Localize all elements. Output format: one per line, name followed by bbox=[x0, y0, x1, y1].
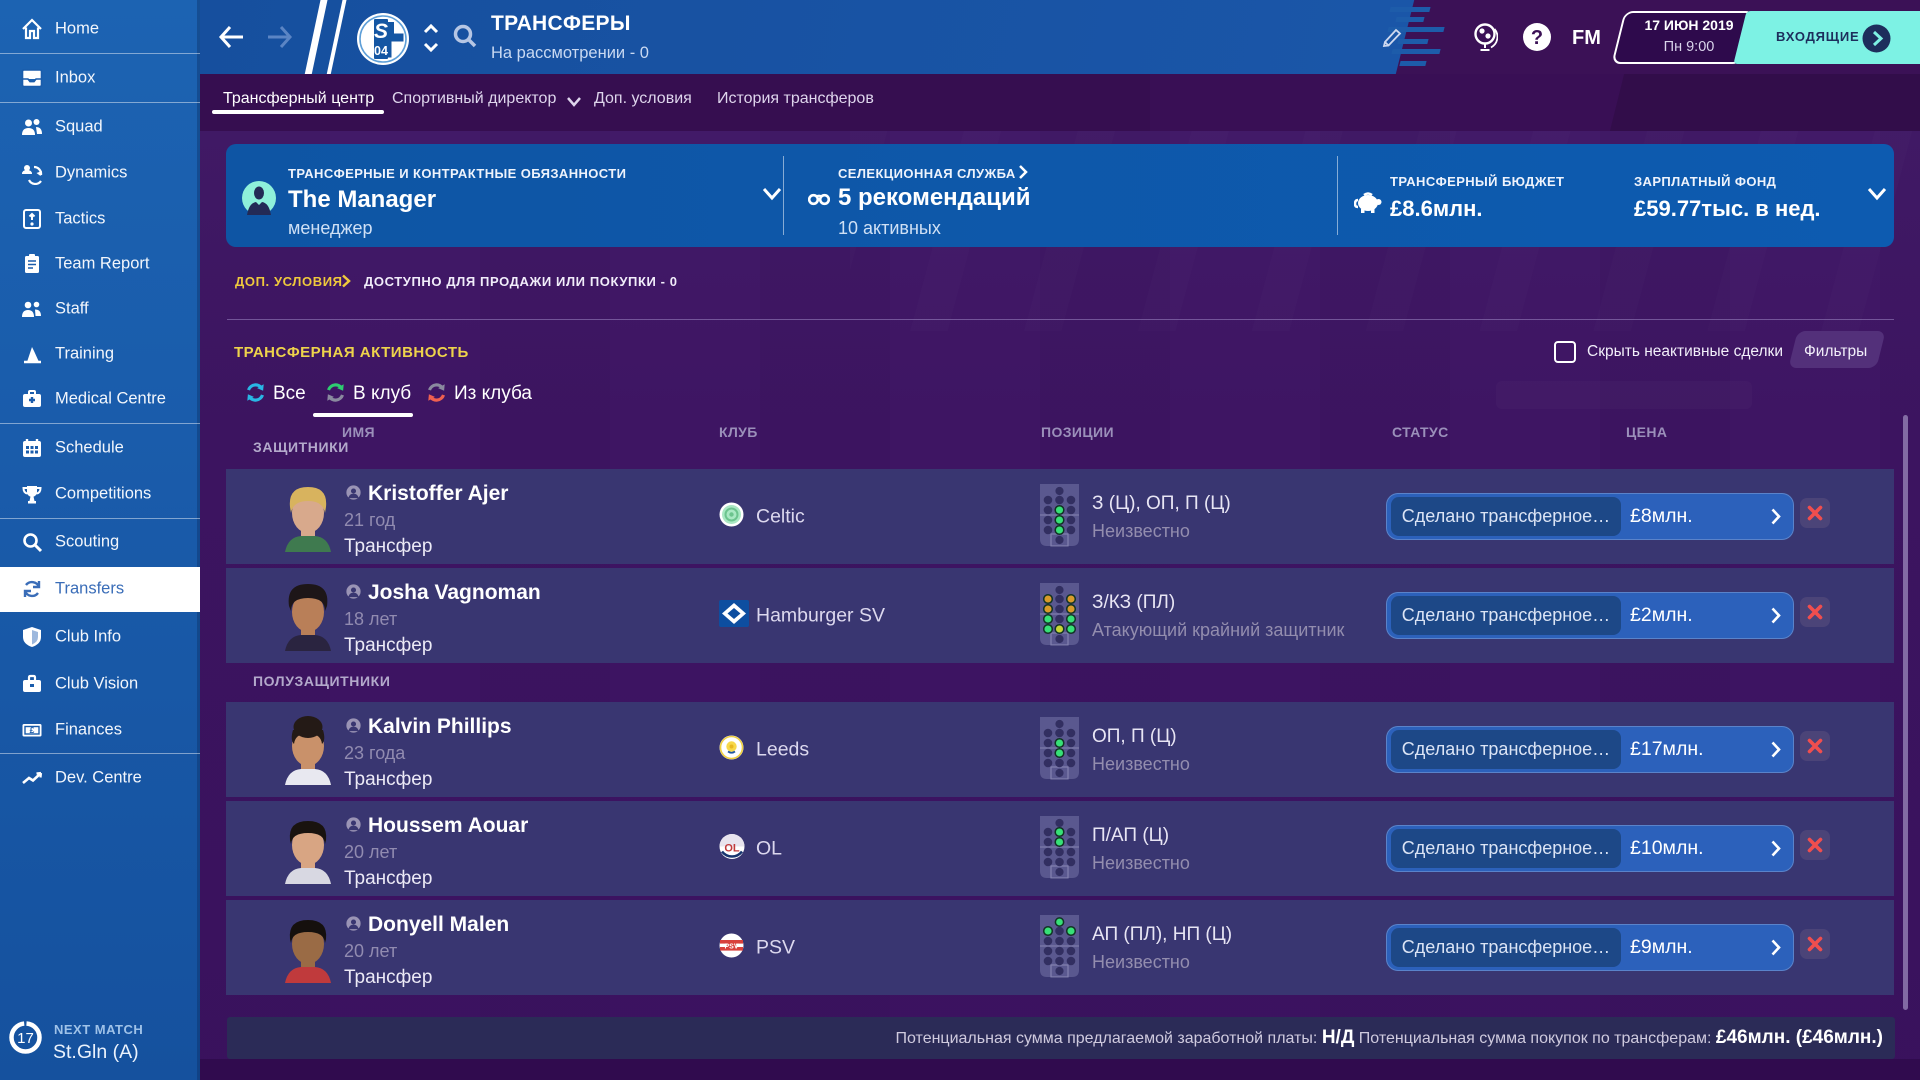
svg-text:?: ? bbox=[1531, 27, 1543, 49]
svg-text:£: £ bbox=[30, 725, 35, 735]
svg-text:17: 17 bbox=[17, 1030, 34, 1047]
svg-text:S: S bbox=[374, 20, 388, 43]
svg-text:OL: OL bbox=[724, 842, 740, 854]
svg-text:04: 04 bbox=[374, 44, 388, 58]
svg-text:PSV: PSV bbox=[724, 943, 738, 950]
